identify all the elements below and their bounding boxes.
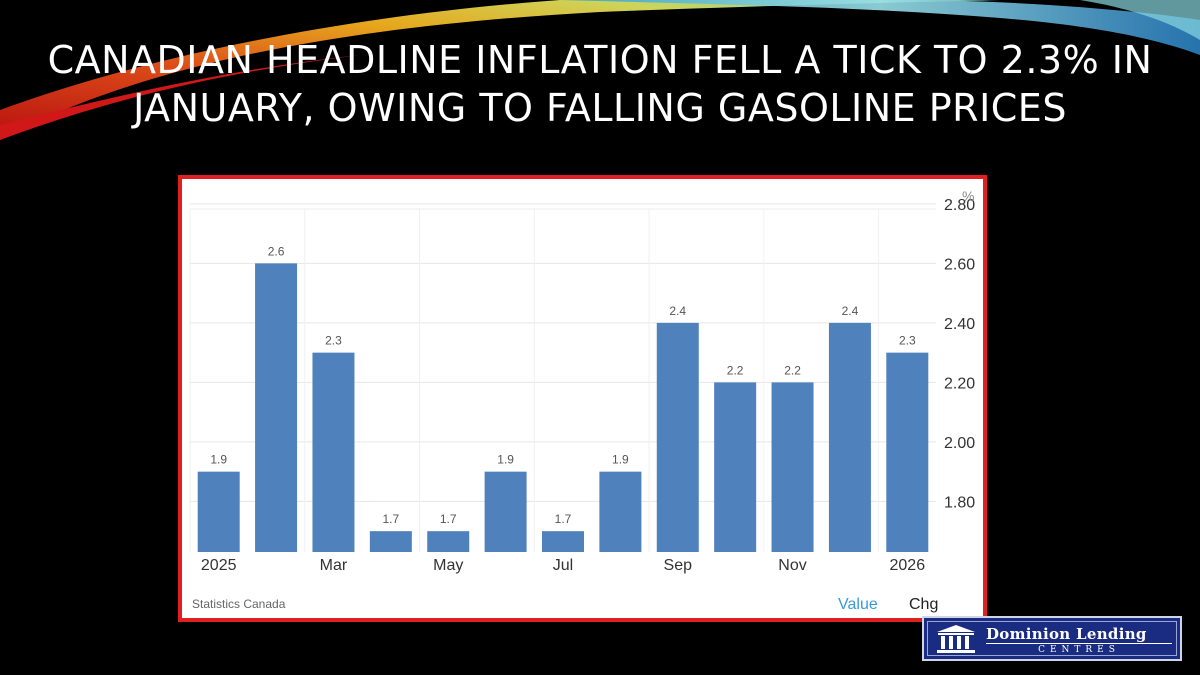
data-label-9: 2.2 [727, 363, 744, 377]
data-label-5: 1.9 [497, 453, 514, 467]
bar-6 [542, 531, 584, 552]
x-tick-label-12: 2026 [890, 557, 926, 574]
building-columns-icon [937, 625, 975, 653]
logo-subtitle: CENTRES [1038, 645, 1120, 655]
data-label-10: 2.2 [784, 363, 801, 377]
x-tick-label-10: Nov [778, 557, 806, 574]
y-tick-label-0: 1.80 [944, 494, 975, 511]
bar-9 [714, 382, 757, 552]
bar-1 [255, 263, 298, 552]
logo-border [927, 621, 1177, 656]
data-label-0: 1.9 [210, 453, 227, 467]
y-tick-label-3: 2.40 [944, 316, 975, 333]
x-tick-label-8: Sep [664, 557, 693, 574]
chart-frame: 1.80 2.00 2.20 2.40 2.60 2.80% 1.9 2025 2.6 2.3 Ma… [178, 175, 987, 622]
y-unit-label: % [962, 188, 974, 204]
data-label-6: 1.7 [555, 512, 572, 526]
data-label-3: 1.7 [383, 512, 400, 526]
y-tick-label-4: 2.60 [944, 256, 975, 273]
bar-11 [828, 322, 871, 552]
title-line-2: January, owing to falling gasoline price… [133, 86, 1067, 130]
bar-4 [427, 531, 470, 552]
data-label-4: 1.7 [440, 512, 457, 526]
bar-0 [197, 471, 240, 552]
bar-10 [771, 382, 814, 552]
dominion-lending-logo: Dominion Lending CENTRES [922, 616, 1182, 661]
bar-12 [886, 352, 929, 552]
source-label: Statistics Canada [192, 597, 286, 611]
bar-8 [656, 322, 699, 552]
title-line-1: Canadian headline inflation fell a tick … [47, 38, 1153, 82]
bar-3 [369, 531, 412, 552]
x-tick-label-0: 2025 [201, 557, 237, 574]
data-label-11: 2.4 [842, 304, 859, 318]
logo-name: Dominion Lending [986, 625, 1147, 643]
data-label-12: 2.3 [899, 334, 916, 348]
y-tick-label-2: 2.20 [944, 375, 975, 392]
logo-divider [986, 643, 1172, 644]
inflation-bar-chart: 1.80 2.00 2.20 2.40 2.60 2.80% 1.9 2025 2.6 2.3 Ma… [189, 188, 975, 613]
data-label-2: 2.3 [325, 334, 342, 348]
data-label-1: 2.6 [268, 244, 285, 258]
toggle-chg[interactable]: Chg [909, 596, 938, 613]
y-tick-label-1: 2.00 [944, 435, 975, 452]
toggle-value[interactable]: Value [838, 596, 878, 613]
x-tick-label-4: May [433, 557, 463, 574]
bar-2 [312, 352, 355, 552]
x-tick-label-2: Mar [320, 557, 348, 574]
bar-5 [484, 471, 527, 552]
x-tick-label-6: Jul [553, 557, 573, 574]
data-label-7: 1.9 [612, 453, 629, 467]
data-label-8: 2.4 [669, 304, 686, 318]
slide-title: Canadian headline inflation fell a tick … [0, 36, 1200, 132]
y-tick-label-5: 2.80 [944, 197, 975, 214]
bar-7 [599, 471, 642, 552]
